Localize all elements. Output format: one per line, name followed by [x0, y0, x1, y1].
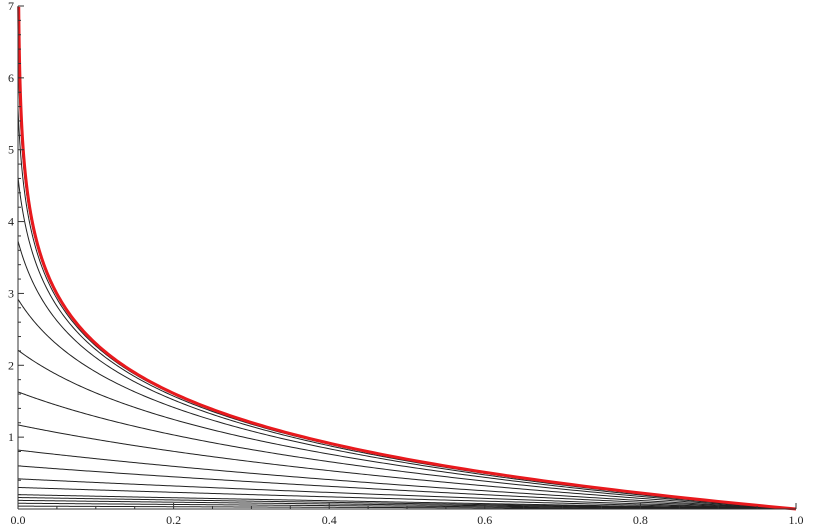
x-tick-label: 0.6 [477, 513, 492, 527]
x-tick-label: 0.4 [322, 513, 337, 527]
family-curve-16 [17, 108, 797, 510]
y-tick-label: 5 [8, 143, 14, 157]
x-tick-label: 1.0 [789, 513, 804, 527]
envelope-curve-group [17, 6, 797, 511]
x-tick-label: 0.0 [11, 513, 26, 527]
family-curve-8 [18, 465, 797, 510]
y-tick-label: 4 [8, 215, 14, 229]
curve-family [17, 38, 797, 510]
family-curve-17 [17, 38, 797, 510]
family-curve-12 [17, 349, 797, 510]
family-curve-1 [18, 505, 797, 510]
family-curve-9 [17, 449, 797, 510]
family-curve-2 [18, 502, 797, 510]
family-curve-4 [18, 497, 797, 510]
x-tick-label: 0.8 [633, 513, 648, 527]
y-tick-label: 1 [8, 430, 14, 444]
y-tick-label: 3 [8, 286, 14, 300]
x-tick-label: 0.2 [166, 513, 181, 527]
family-curve-5 [18, 494, 797, 510]
family-curve-7 [18, 478, 797, 510]
y-tick-label: 6 [8, 71, 14, 85]
y-tick-label: 7 [8, 0, 14, 13]
family-curve-14 [17, 240, 797, 510]
family-curve-6 [17, 486, 797, 510]
family-curve-3 [18, 499, 797, 510]
y-tick-label: 2 [8, 358, 14, 372]
family-curve-11 [17, 391, 797, 510]
envelope-curve [17, 6, 797, 511]
family-curve-10 [17, 424, 797, 510]
family-curve-13 [17, 298, 797, 510]
axes: 0.0 0.2 0.4 0.6 0.8 1.0 1 2 3 4 5 6 7 [8, 0, 804, 527]
